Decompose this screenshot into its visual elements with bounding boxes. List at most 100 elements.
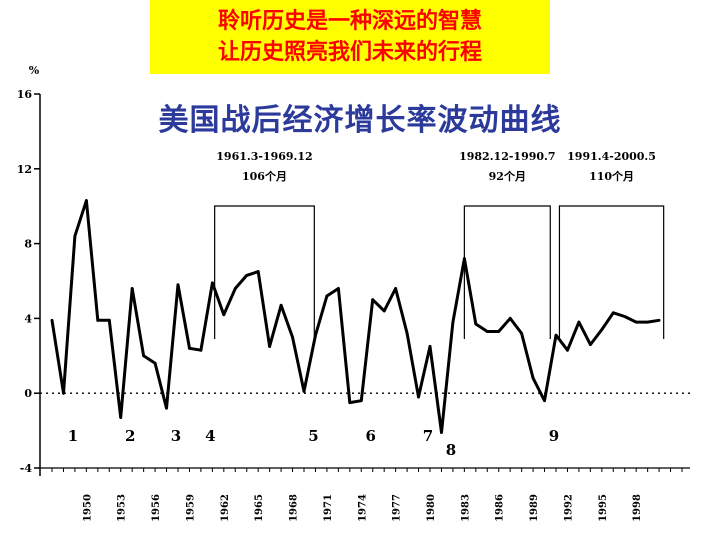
data-point <box>417 395 420 399</box>
x-tick-label: 1956 <box>151 494 162 522</box>
x-tick-label: 1986 <box>495 494 506 522</box>
growth-rate-line <box>50 199 660 434</box>
x-tick-label: 1998 <box>632 494 643 522</box>
data-point <box>634 320 638 324</box>
x-tick-label: 1980 <box>426 494 437 522</box>
data-point <box>394 287 398 290</box>
data-point <box>440 431 443 434</box>
data-point <box>485 330 489 333</box>
expansion-bracket-1 <box>214 205 315 339</box>
x-tick-label: 1968 <box>289 494 300 522</box>
data-point <box>382 309 386 313</box>
data-point <box>348 401 352 404</box>
x-tick-label: 1983 <box>460 494 471 522</box>
trough-label-4: 4 <box>205 427 215 445</box>
data-point <box>291 335 294 339</box>
data-point <box>600 328 604 332</box>
chart-title: 美国战后经济增长率波动曲线 <box>158 103 562 138</box>
expansion-period-2: 1982.12-1990.7 <box>459 150 555 163</box>
data-point <box>130 287 134 290</box>
quote-line-1: 聆听历史是一种深远的智慧 <box>217 9 482 34</box>
x-tick-label: 1950 <box>82 494 93 522</box>
y-tick-label: -4 <box>20 462 33 475</box>
data-point <box>566 348 569 352</box>
data-point <box>531 376 535 380</box>
data-point <box>84 199 88 202</box>
data-point <box>325 294 329 298</box>
y-tick-label: 4 <box>24 312 32 325</box>
data-point <box>508 317 512 320</box>
data-point <box>245 273 249 277</box>
trough-label-6: 6 <box>366 427 376 445</box>
data-point <box>107 318 111 322</box>
x-tick-label: 1959 <box>185 494 196 522</box>
expansion-period-3: 1991.4-2000.5 <box>567 150 656 163</box>
trough-label-7: 7 <box>423 427 433 445</box>
quote-banner: 聆听历史是一种深远的智慧 让历史照亮我们未来的行程 <box>150 0 550 74</box>
x-tick-label: 1992 <box>563 494 574 522</box>
y-tick-label: 0 <box>24 387 32 400</box>
x-tick-label: 1962 <box>220 494 231 522</box>
data-point <box>474 322 478 326</box>
data-point <box>256 270 260 274</box>
expansion-duration-2: 92个月 <box>489 169 526 183</box>
data-point <box>119 416 123 419</box>
data-point <box>646 320 650 324</box>
data-point <box>543 399 546 403</box>
data-point <box>142 354 146 358</box>
data-point <box>497 330 501 333</box>
expansion-duration-3: 110个月 <box>589 169 634 183</box>
data-point <box>611 311 615 315</box>
x-tick-label: 1971 <box>323 494 334 522</box>
data-point <box>623 315 627 318</box>
data-point <box>73 234 77 238</box>
data-point <box>268 345 272 348</box>
y-axis-unit-label: % <box>29 64 40 77</box>
y-tick-label: 12 <box>17 163 32 176</box>
data-point <box>176 283 180 287</box>
data-point <box>222 313 226 317</box>
data-point <box>233 287 237 290</box>
data-point <box>62 391 65 395</box>
x-tick-label: 1977 <box>392 494 403 522</box>
expansion-bracket-3 <box>558 205 665 339</box>
x-tick-label: 1989 <box>529 494 540 522</box>
data-point <box>302 389 306 393</box>
trough-label-5: 5 <box>308 427 318 445</box>
data-point <box>96 318 100 322</box>
data-point <box>336 287 340 290</box>
x-tick-label: 1953 <box>117 494 128 522</box>
trough-label-1: 1 <box>68 427 78 445</box>
x-tick-label: 1965 <box>254 494 265 522</box>
data-point <box>153 361 157 365</box>
data-point <box>451 320 455 324</box>
expansion-duration-1: 106个月 <box>242 169 287 183</box>
data-point <box>577 320 581 324</box>
y-tick-label: 8 <box>24 238 32 251</box>
expansion-period-1: 1961.3-1969.12 <box>216 150 312 163</box>
quote-line-2: 让历史照亮我们未来的行程 <box>217 40 482 65</box>
data-point <box>428 345 432 348</box>
data-point <box>520 331 524 335</box>
data-point <box>279 303 283 307</box>
data-point <box>50 318 54 322</box>
data-point <box>210 281 214 285</box>
data-point <box>188 346 191 350</box>
x-tick-label: 1974 <box>357 494 368 522</box>
data-point <box>371 298 375 302</box>
trough-label-9: 9 <box>549 427 559 445</box>
x-tick-label: 1995 <box>598 494 609 522</box>
data-point <box>165 406 168 410</box>
trough-label-3: 3 <box>171 427 181 445</box>
data-point <box>657 318 661 322</box>
trough-label-8: 8 <box>446 441 456 459</box>
data-point <box>199 348 203 352</box>
data-point <box>359 399 363 403</box>
y-tick-label: 16 <box>17 88 33 101</box>
trough-label-2: 2 <box>125 427 135 445</box>
data-point <box>588 343 592 346</box>
data-point <box>554 333 558 337</box>
data-point <box>405 331 409 335</box>
expansion-bracket-2 <box>463 205 551 339</box>
